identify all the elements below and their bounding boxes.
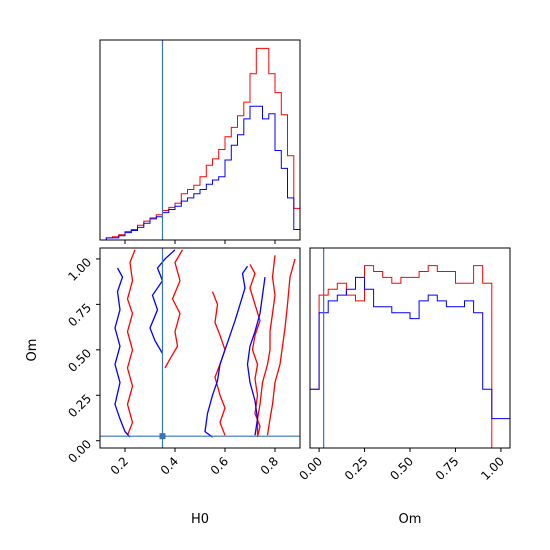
hist-h0-red-line	[100, 47, 300, 241]
contour-line-3	[211, 291, 226, 436]
y-axis-label-om: Om	[25, 339, 40, 362]
tick-label-om-x-0.25: 0.25	[342, 454, 371, 483]
tick-label-om-x-0.00: 0.00	[296, 454, 325, 483]
tick-label-om-y-0.50: 0.50	[65, 346, 94, 375]
x-axis-label-h0: H0	[191, 512, 209, 527]
tick-label-om-y-1.00: 1.00	[65, 255, 94, 284]
x-axis-label-om: Om	[399, 512, 422, 527]
tick-label-h0-0.6: 0.6	[208, 454, 231, 477]
tick-label-h0-0.8: 0.8	[258, 454, 281, 477]
tick-label-om-y-0.00: 0.00	[65, 437, 94, 466]
hist-om-blue-line	[309, 276, 510, 448]
hist-h0-blue-line	[100, 105, 300, 241]
contour-line-9	[204, 265, 249, 438]
contour-line-1	[126, 249, 136, 436]
contour-line-6	[266, 258, 296, 436]
tick-label-om-y-0.75: 0.75	[65, 301, 94, 330]
contour-line-10	[246, 277, 266, 436]
tick-label-h0-0.4: 0.4	[158, 454, 181, 477]
tick-label-om-x-0.50: 0.50	[387, 454, 416, 483]
contour-line-5	[256, 255, 276, 436]
contour-line-7	[114, 267, 131, 438]
tick-label-h0-0.2: 0.2	[108, 454, 131, 477]
tick-label-om-y-0.25: 0.25	[65, 391, 94, 420]
contour-line-4	[249, 264, 261, 438]
hist-om-frame	[309, 247, 511, 449]
contour-line-2	[164, 249, 184, 369]
tick-label-om-x-0.75: 0.75	[433, 454, 462, 483]
tick-label-om-x-1.00: 1.00	[478, 454, 507, 483]
hist-h0-frame	[99, 39, 301, 241]
truth-marker	[159, 433, 166, 440]
contour-frame	[99, 247, 301, 449]
hist-om-red-line	[309, 265, 510, 449]
